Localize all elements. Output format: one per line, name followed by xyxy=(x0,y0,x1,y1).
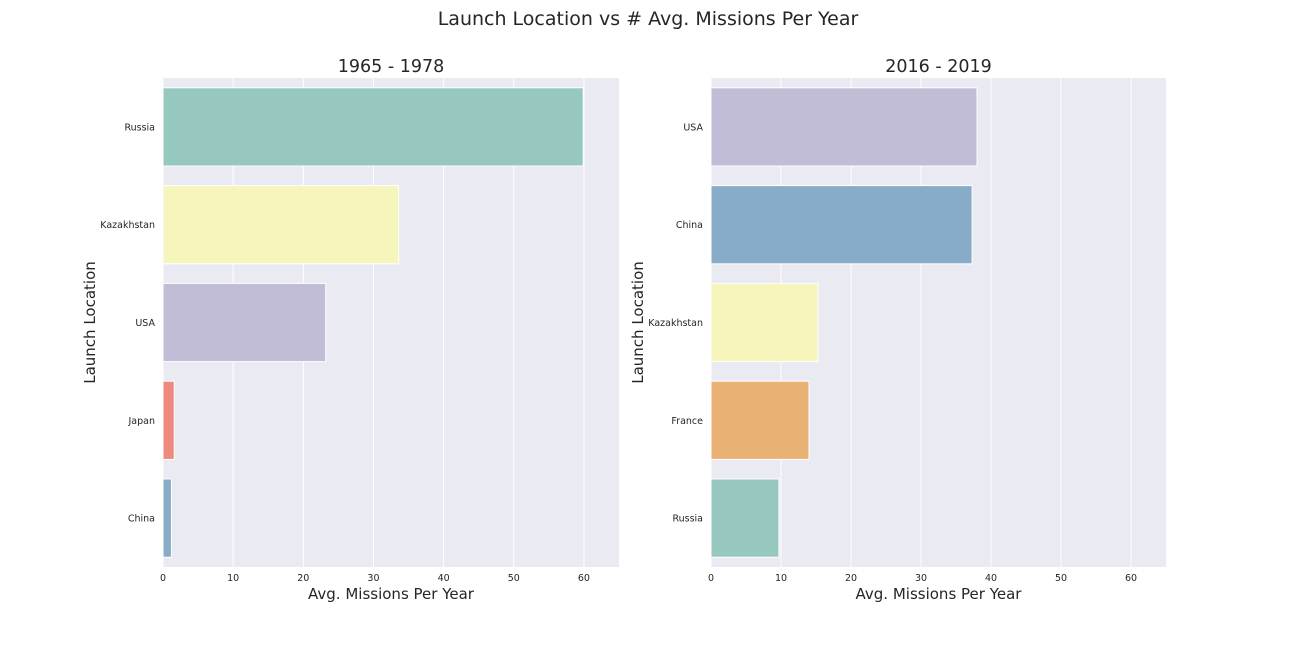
bar xyxy=(710,478,780,558)
panel-title: 2016 - 2019 xyxy=(885,57,992,77)
x-tick-label: 0 xyxy=(160,573,166,584)
x-tick-label: 0 xyxy=(708,573,714,584)
x-tick-label: 40 xyxy=(985,573,997,584)
x-tick-label: 20 xyxy=(297,573,309,584)
y-axis-label: Launch Location xyxy=(629,261,647,384)
bar xyxy=(710,87,978,167)
x-tick-label: 40 xyxy=(438,573,450,584)
bar xyxy=(710,185,973,265)
category-label: France xyxy=(671,416,703,427)
y-axis-label: Launch Location xyxy=(81,261,99,384)
category-label: China xyxy=(676,220,703,231)
bar xyxy=(162,87,584,167)
category-label: Japan xyxy=(128,416,156,427)
x-tick-label: 50 xyxy=(508,573,520,584)
x-tick-label: 60 xyxy=(1125,573,1137,584)
bar xyxy=(162,478,172,558)
panel-1: Russia Kazakhstan USA Japan China 0 10 20 30 40 50… xyxy=(81,57,619,603)
category-label: USA xyxy=(135,318,155,329)
panel-2: USA China Kazakhstan France Russia 0 10 20 30 40 5… xyxy=(629,57,1166,603)
panel-title: 1965 - 1978 xyxy=(338,57,445,77)
x-axis-label: Avg. Missions Per Year xyxy=(856,585,1023,603)
bar xyxy=(162,380,175,460)
category-label: Russia xyxy=(124,122,155,133)
x-tick-label: 10 xyxy=(227,573,239,584)
category-label: USA xyxy=(683,122,703,133)
x-tick-label: 20 xyxy=(845,573,857,584)
x-tick-label: 30 xyxy=(915,573,927,584)
category-label: China xyxy=(128,514,155,525)
category-label: Kazakhstan xyxy=(648,318,703,329)
category-label: Russia xyxy=(672,514,703,525)
chart-suptitle: Launch Location vs # Avg. Missions Per Y… xyxy=(437,8,859,30)
bar xyxy=(710,380,810,460)
x-tick-label: 60 xyxy=(578,573,590,584)
bar xyxy=(710,282,819,363)
bar xyxy=(162,282,327,363)
x-axis-label: Avg. Missions Per Year xyxy=(308,585,475,603)
category-label: Kazakhstan xyxy=(100,220,155,231)
x-tick-label: 30 xyxy=(367,573,379,584)
bar xyxy=(162,185,400,265)
x-tick-label: 50 xyxy=(1055,573,1067,584)
x-tick-label: 10 xyxy=(775,573,787,584)
